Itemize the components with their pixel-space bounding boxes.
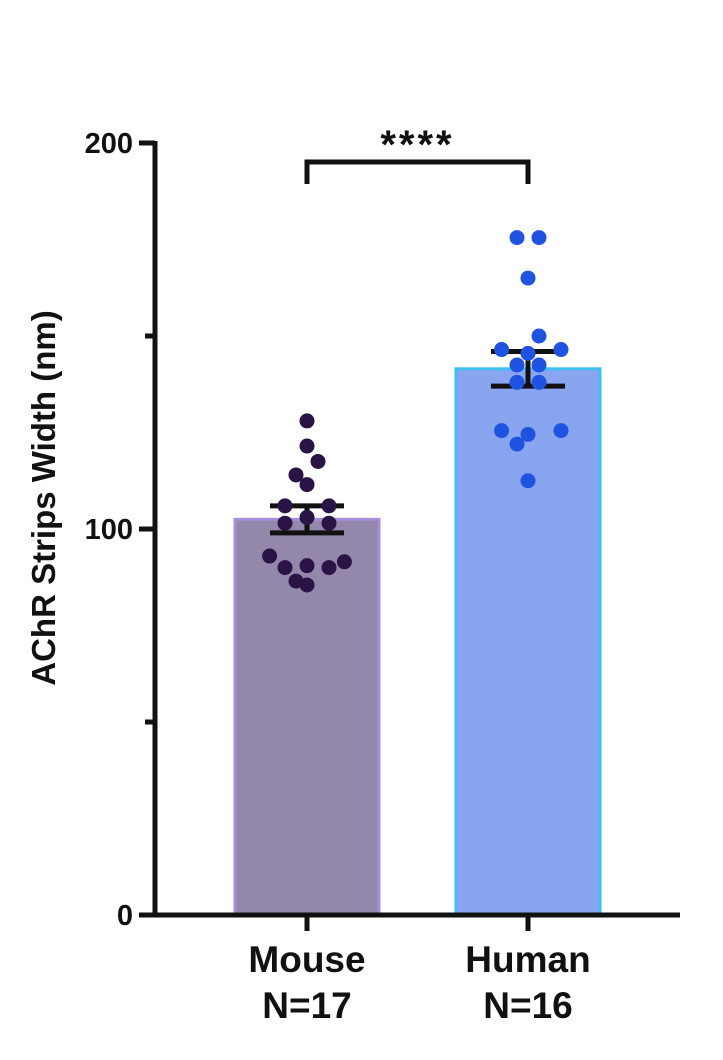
data-point-human-14 (520, 426, 536, 442)
significance-stars: **** (380, 123, 454, 167)
data-point-mouse-9 (321, 515, 337, 531)
data-point-mouse-7 (321, 498, 337, 514)
data-point-mouse-4 (310, 453, 326, 469)
y-axis-title: AChR Strips Width (nm) (25, 310, 62, 686)
bar-human (454, 367, 602, 917)
data-point-mouse-5 (299, 477, 315, 493)
data-point-human-3 (520, 270, 536, 286)
data-point-mouse-8 (277, 515, 293, 531)
data-point-mouse-14 (299, 558, 315, 574)
ticks-layer (139, 140, 531, 931)
data-point-mouse-17 (299, 577, 315, 593)
data-point-human-9 (531, 357, 547, 373)
data-point-human-12 (494, 423, 510, 439)
data-point-human-13 (553, 423, 569, 439)
significance-bracket (304, 159, 531, 184)
data-point-mouse-6 (277, 498, 293, 514)
data-point-human-10 (509, 374, 525, 390)
points-layer (262, 230, 569, 593)
x-category-label-human: Human (465, 939, 590, 980)
data-point-human-4 (531, 328, 547, 344)
x-category-label-mouse: Mouse (248, 939, 365, 980)
data-point-human-16 (520, 473, 536, 489)
bars-layer (233, 367, 602, 917)
y-tick-label-0: 0 (117, 900, 133, 932)
data-point-human-1 (509, 230, 525, 246)
y-tick-label-100: 100 (85, 514, 133, 546)
data-point-human-7 (520, 345, 536, 361)
data-point-mouse-10 (299, 509, 315, 525)
x-category-n-label-human: N=16 (483, 985, 572, 1026)
data-point-mouse-11 (262, 548, 278, 564)
data-point-human-2 (531, 230, 547, 246)
data-point-human-5 (494, 342, 510, 358)
data-point-human-11 (531, 374, 547, 390)
data-point-human-6 (553, 342, 569, 358)
data-point-human-15 (509, 436, 525, 452)
data-point-mouse-15 (321, 560, 337, 576)
data-point-mouse-12 (336, 554, 352, 570)
data-point-human-8 (509, 357, 525, 373)
x-category-n-label-mouse: N=17 (262, 985, 351, 1026)
y-tick-label-200: 200 (85, 128, 133, 160)
data-point-mouse-13 (277, 560, 293, 576)
labels-layer: 0 100 200 Mouse N=17 Human N=16 (85, 128, 591, 1026)
significance-layer: **** (304, 123, 531, 184)
data-point-mouse-3 (288, 467, 304, 483)
data-point-mouse-1 (299, 413, 315, 429)
data-point-mouse-2 (299, 438, 315, 454)
